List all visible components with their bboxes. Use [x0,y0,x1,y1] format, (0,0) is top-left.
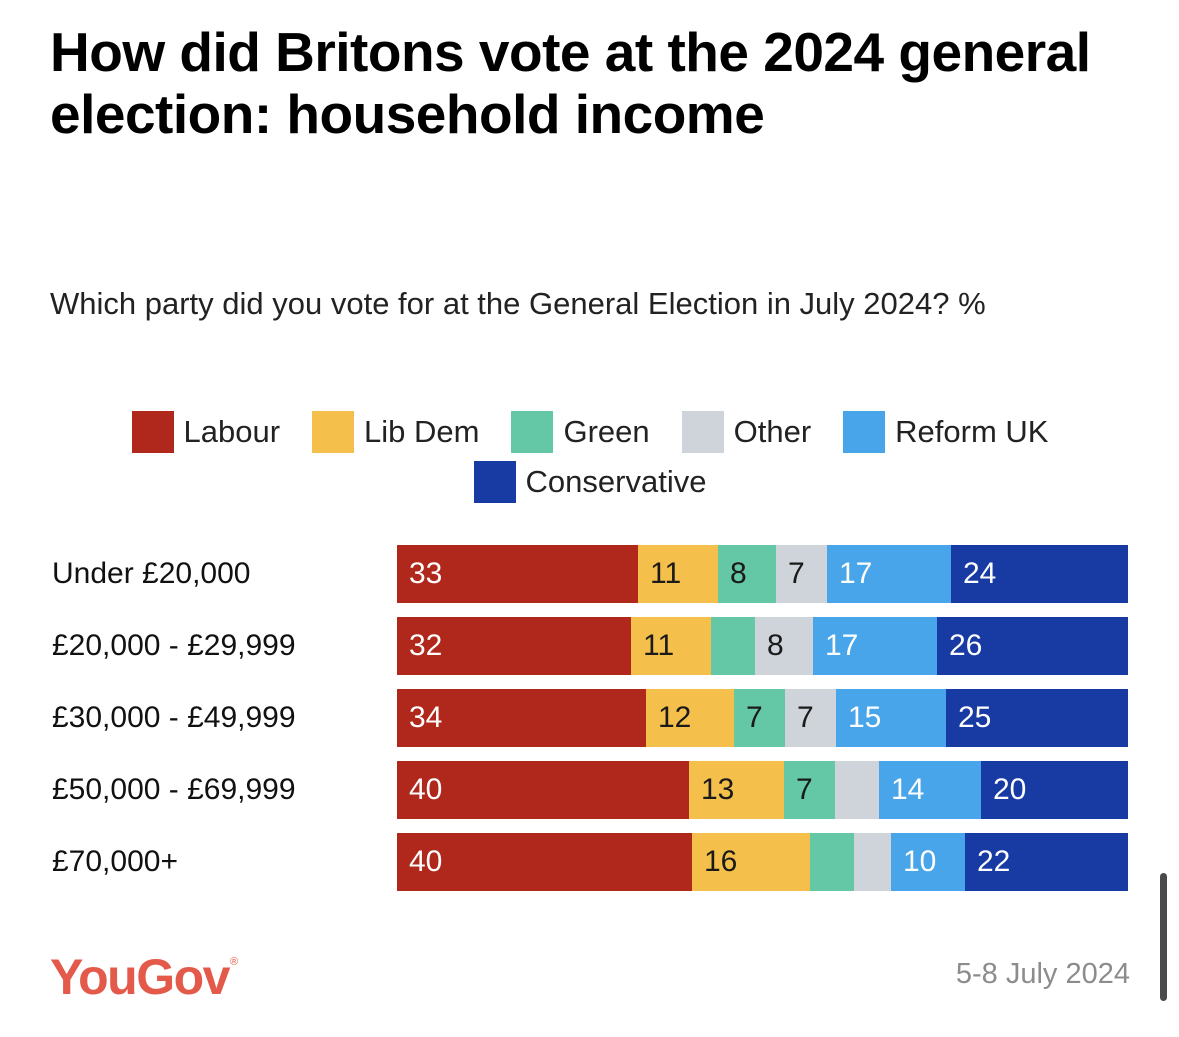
bar-segment-reform-uk: 10 [891,833,965,891]
bar-segment-other: 7 [785,689,836,747]
data-label: 33 [409,557,443,590]
legend-item-lib-dem: Lib Dem [312,410,479,454]
legend-label: Other [733,414,812,449]
legend-label: Green [563,414,650,449]
bar-segment-green [711,617,755,675]
bar-segment-conservative: 26 [937,617,1128,675]
bar-segment-green: 8 [718,545,776,603]
data-label: 22 [977,845,1011,878]
data-label: 32 [409,629,443,662]
data-label: 14 [891,773,925,806]
legend-label: Conservative [525,464,707,499]
data-label: 13 [701,773,735,806]
data-label: 12 [658,701,692,734]
data-label: 7 [788,557,805,590]
bar-segment-conservative: 24 [951,545,1128,603]
bar-segment-lib-dem: 12 [646,689,734,747]
bar-segment-lib-dem: 13 [689,761,784,819]
chart-subtitle: Which party did you vote for at the Gene… [50,286,986,321]
legend-swatch [473,461,516,503]
bar-segment-conservative: 22 [965,833,1128,891]
legend-swatch [511,411,554,453]
category-label: £50,000 - £69,999 [52,773,296,806]
legend-label: Labour [183,414,281,449]
legend-swatch [312,411,355,453]
category-label: Under £20,000 [52,557,251,590]
legend-item-other: Other [681,410,812,454]
bar-row: 33 11 8 7 17 24 [397,545,1128,603]
legend-swatch [843,411,886,453]
yougov-logo: YouGov® [50,948,238,1006]
legend-label: Reform UK [895,414,1049,449]
data-label: 15 [848,701,882,734]
registered-mark: ® [229,956,238,968]
bar-segment-conservative: 25 [946,689,1128,747]
bar-segment-labour: 40 [397,833,692,891]
bar-segment-labour: 33 [397,545,638,603]
bar-segment-conservative: 20 [981,761,1128,819]
data-label: 24 [963,557,997,590]
legend-item-labour: Labour [131,410,281,454]
data-label: 17 [825,629,859,662]
bar-segment-other: 8 [755,617,813,675]
category-label: £20,000 - £29,999 [52,629,296,662]
bar-segment-green [810,833,854,891]
legend-item-reform-uk: Reform UK [843,410,1048,454]
data-label: 20 [993,773,1027,806]
data-label: 8 [767,629,784,662]
bar-segment-green: 7 [784,761,835,819]
legend-swatch [131,411,174,453]
bar-segment-green: 7 [734,689,785,747]
scrollbar-thumb[interactable] [1160,873,1167,1001]
data-label: 17 [839,557,873,590]
data-label: 11 [643,629,675,662]
bar-row: 40 16 10 22 [397,833,1128,891]
bar-row: 40 13 7 14 20 [397,761,1128,819]
data-label: 34 [409,701,443,734]
data-label: 40 [409,773,443,806]
data-label: 26 [949,629,983,662]
data-label: 40 [409,845,443,878]
bar-segment-reform-uk: 17 [827,545,951,603]
legend-swatch [681,411,724,453]
data-label: 25 [958,701,992,734]
bar-segment-lib-dem: 11 [631,617,711,675]
bar-segment-reform-uk: 15 [836,689,946,747]
legend-label: Lib Dem [364,414,480,449]
survey-date: 5-8 July 2024 [955,958,1130,990]
bar-row: 32 11 8 17 26 [397,617,1128,675]
data-label: 7 [796,773,813,806]
bar-segment-reform-uk: 14 [879,761,981,819]
category-label: £70,000+ [52,845,178,878]
bar-row: 34 12 7 7 15 25 [397,689,1128,747]
data-label: 7 [746,701,763,734]
bar-segment-lib-dem: 16 [692,833,810,891]
chart-title: How did Britons vote at the 2024 general… [50,21,1091,145]
data-label: 10 [903,845,937,878]
bar-segment-labour: 40 [397,761,689,819]
data-label: 8 [730,557,747,590]
data-label: 11 [650,557,682,590]
bar-segment-reform-uk: 17 [813,617,937,675]
legend: Labour Lib Dem Green Other Reform UK Conserva… [50,410,1130,504]
bar-segment-labour: 32 [397,617,631,675]
bar-segment-lib-dem: 11 [638,545,718,603]
data-label: 7 [797,701,814,734]
bar-segment-other: 7 [776,545,827,603]
brand-name: YouGov [50,949,230,1005]
bar-segment-labour: 34 [397,689,646,747]
data-label: 16 [704,845,738,878]
category-label: £30,000 - £49,999 [52,701,296,734]
legend-item-conservative: Conservative [473,460,707,504]
legend-item-green: Green [511,410,650,454]
bar-segment-other [835,761,879,819]
bar-segment-other [854,833,891,891]
